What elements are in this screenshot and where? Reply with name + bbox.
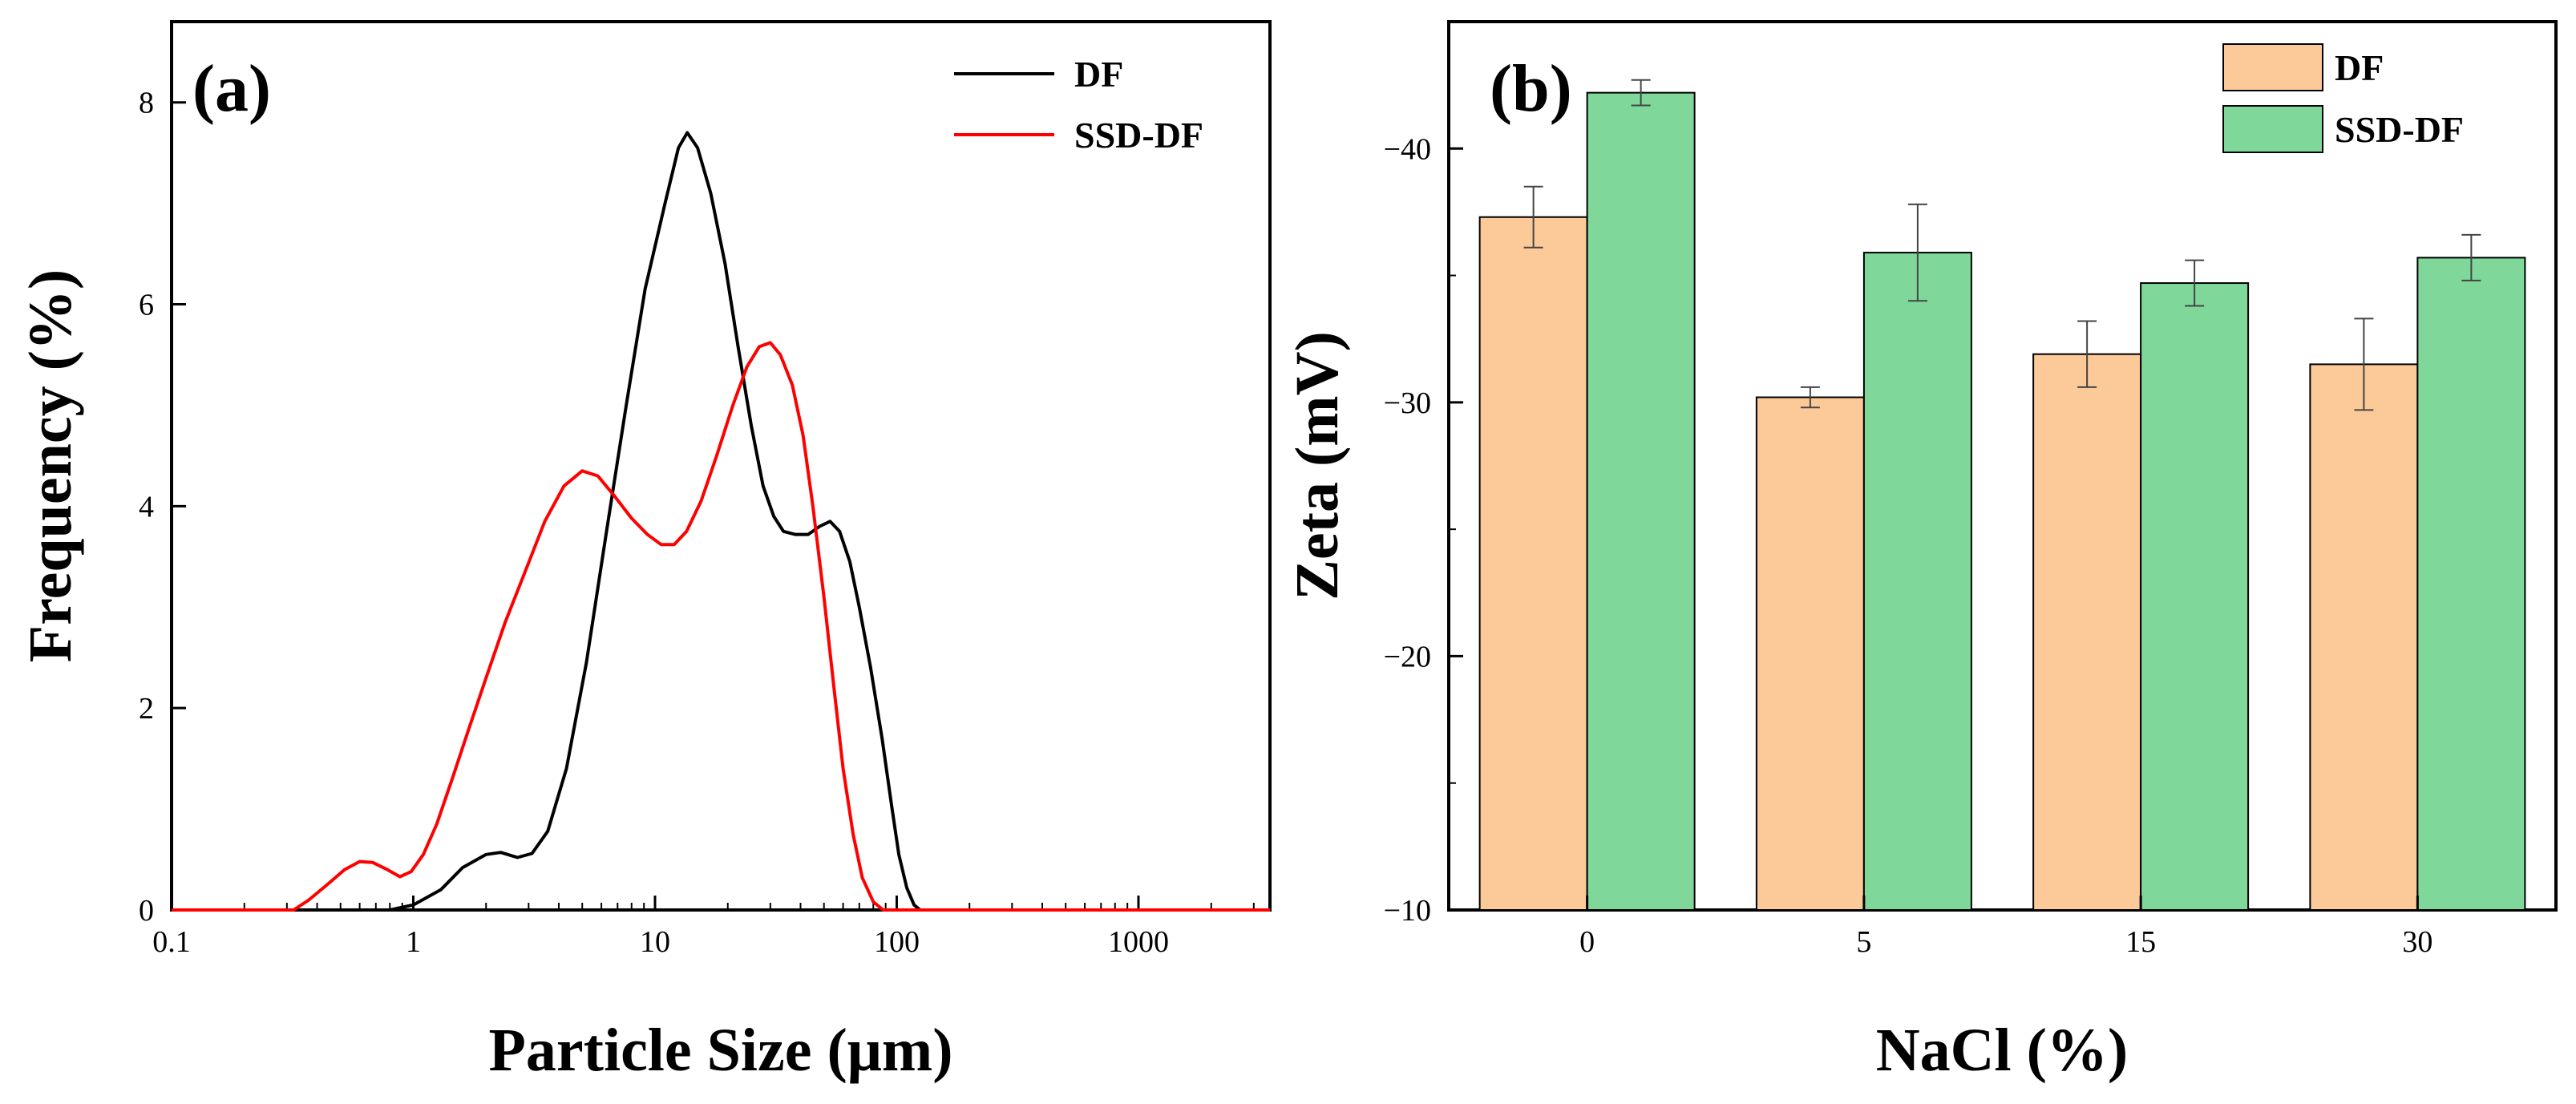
panel-b-bars: [1478, 79, 2526, 912]
panel-a-y-tick-label: 8: [139, 87, 154, 120]
panel-b-legend-label-df: DF: [2335, 47, 2384, 88]
panel-a-x-tick-label: 10: [640, 925, 670, 959]
panel-b-y-tick-label: −20: [1384, 640, 1431, 673]
panel-b-x-tick-label: 5: [1856, 925, 1871, 959]
panel-a-y-ticks: 0 2 4 6 8: [139, 87, 186, 928]
panel-a-x-tick-label: 1: [406, 925, 421, 959]
panel-a-legend-label-df: DF: [1074, 54, 1123, 95]
panel-a-series-line-ssd-df: [172, 341, 1270, 912]
panel-b-legend-swatch-df: [2222, 43, 2323, 91]
panel-b-x-ticks: 0 5 15 30: [1579, 896, 2432, 959]
panel-a-y-tick-label: 6: [139, 289, 154, 322]
panel-b-plot-frame: [1447, 20, 2558, 912]
panel-a-y-axis-label: Frequency (%): [17, 269, 84, 662]
panel-b-bar-df: [2309, 363, 2419, 912]
panel-b-bar-df: [1755, 396, 1865, 912]
panel-b-bar-df: [2032, 353, 2142, 911]
panel-a-label: (a): [192, 51, 271, 126]
panel-a-y-tick-label: 4: [139, 490, 154, 524]
panel-a-series-line-df: [172, 131, 1270, 912]
panel-b-legend-label-ssd-df: SSD-DF: [2335, 109, 2464, 150]
panel-b-bar-ssd-df: [2416, 257, 2526, 911]
panel-a-x-tick-label: 100: [874, 925, 920, 959]
panel-b-bar-ssd-df: [2140, 282, 2250, 912]
panel-b-label: (b): [1490, 51, 1572, 126]
panel-b-x-axis-label: NaCl (%): [1876, 1017, 2129, 1084]
panel-b-y-tick-label: −30: [1384, 386, 1431, 420]
panel-b-x-tick-label: 0: [1579, 925, 1595, 959]
panel-a-x-tick-label: 0.1: [152, 925, 191, 959]
panel-b-x-tick-label: 15: [2125, 925, 2156, 959]
panel-b-y-axis-label: Zeta (mV): [1284, 331, 1351, 601]
panel-b-y-tick-label: −10: [1384, 894, 1431, 928]
panel-b-legend: DF SSD-DF: [2222, 43, 2464, 153]
panel-a-x-tick-label: 1000: [1108, 925, 1169, 959]
panel-a-y-tick-label: 0: [139, 894, 154, 928]
panel-b-legend-swatch-ssd-df: [2222, 105, 2323, 153]
panel-a-legend: DF SSD-DF: [954, 54, 1203, 156]
panel-a-x-ticks: 0.1 1 10 100 1000: [152, 896, 1255, 959]
panel-b-y-tick-label: −40: [1384, 132, 1431, 166]
panel-a-series: [172, 131, 1270, 912]
panel-a-plot-frame: [170, 20, 1272, 912]
panel-b-bar-ssd-df: [1586, 91, 1696, 911]
panel-b-bar-ssd-df: [1862, 252, 1972, 911]
panel-b-x-tick-label: 30: [2402, 925, 2432, 959]
panel-a-y-tick-label: 2: [139, 692, 154, 726]
panel-b-y-ticks: −10 −20 −30 −40: [1384, 21, 1463, 928]
panel-b-bar-df: [1478, 216, 1588, 911]
panel-a-x-axis-label: Particle Size (μm): [488, 1017, 952, 1084]
panel-a-legend-label-ssd-df: SSD-DF: [1074, 115, 1203, 156]
